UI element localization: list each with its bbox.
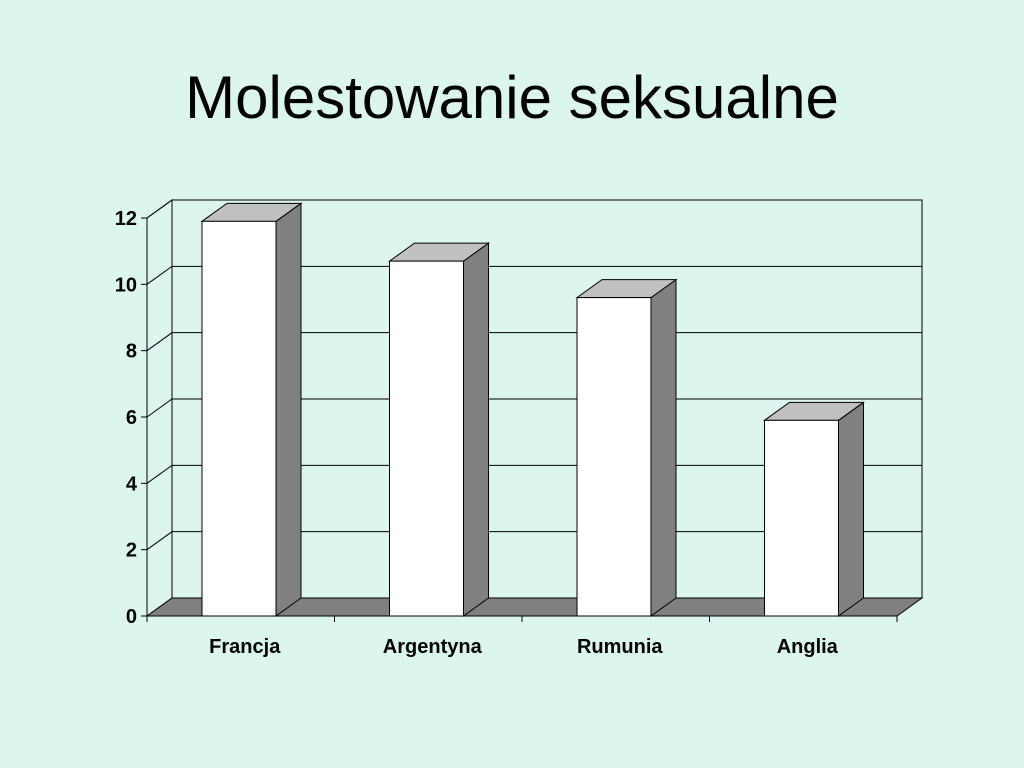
value-axis: 0 2 4 6 8 10 12 [115,208,148,628]
bar-front [764,419,839,617]
bar-front [389,260,464,617]
value-axis-tick-label: 12 [115,208,137,230]
category-axis: Francja Argentyna Rumunia Anglia [146,615,898,658]
category-label: Francja [209,636,281,658]
bar-front [201,220,277,617]
value-axis-tick-label: 4 [126,473,138,495]
value-axis-tick-label: 10 [115,274,137,296]
slide-title: Molestowanie seksualne [185,64,839,131]
bar [387,242,491,617]
category-label: Rumunia [577,636,663,658]
value-axis-tick-label: 8 [126,341,137,363]
bar-side [650,278,677,617]
value-axis-tick-label: 0 [126,606,137,628]
category-label: Argentyna [383,636,483,658]
category-label: Anglia [777,636,839,658]
bar-front [576,297,652,617]
bar [762,401,866,617]
chart-bars [200,202,866,617]
bar-side [275,202,302,617]
value-axis-tick-label: 6 [126,407,137,429]
bar-side [838,401,864,617]
value-axis-tick-label: 2 [126,540,137,562]
gridline [146,265,922,285]
bar [575,278,678,617]
bar-side [463,242,489,617]
gridline [146,199,922,219]
bar [200,202,303,617]
